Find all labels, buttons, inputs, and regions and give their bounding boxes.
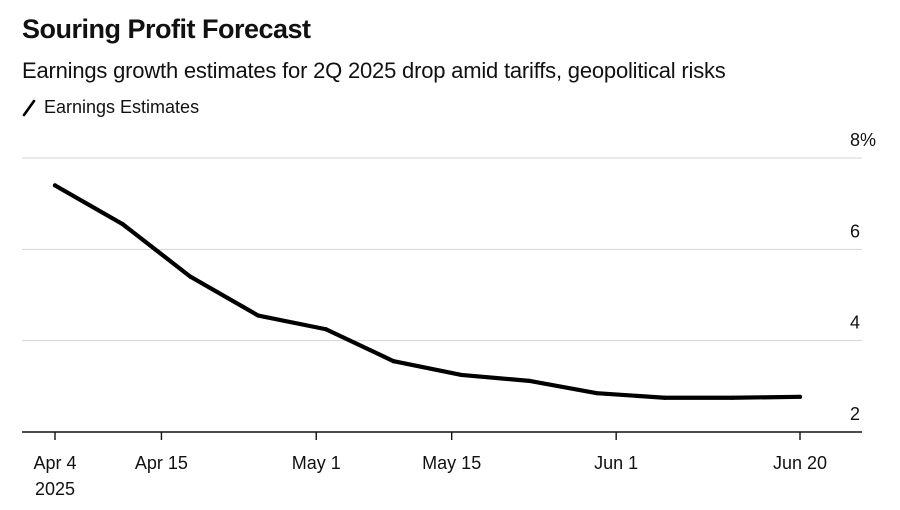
y-tick-label: 4	[850, 313, 860, 333]
x-tick-label: Jun 20	[773, 453, 827, 473]
data-point	[120, 222, 125, 227]
x-tick-label: Apr 15	[135, 453, 188, 473]
data-point	[662, 395, 667, 400]
y-tick-label: 2	[850, 404, 860, 424]
data-point	[256, 313, 261, 318]
y-tick-label: 6	[850, 221, 860, 241]
chart-subtitle: Earnings growth estimates for 2Q 2025 dr…	[22, 58, 726, 83]
data-point	[323, 327, 329, 332]
data-point	[594, 391, 599, 396]
series-line-earnings-estimates	[52, 183, 803, 400]
x-tick-label: Jun 1	[594, 453, 638, 473]
data-point	[188, 274, 193, 279]
data-point	[52, 183, 58, 188]
legend-label: Earnings Estimates	[44, 97, 200, 117]
data-point	[730, 395, 735, 400]
data-point	[459, 372, 464, 378]
line-swatch-icon	[22, 99, 36, 116]
legend: Earnings Estimates	[22, 97, 199, 118]
y-tick-label: 8%	[850, 130, 876, 150]
data-point	[526, 378, 532, 383]
x-tick-label: May 15	[422, 453, 481, 473]
data-point	[391, 359, 396, 364]
data-point	[797, 394, 803, 399]
x-tick-label: Apr 4	[33, 453, 76, 473]
x-tick-sublabel: 2025	[35, 479, 75, 499]
x-tick-label: May 1	[292, 453, 341, 473]
chart-title: Souring Profit Forecast	[22, 14, 311, 44]
